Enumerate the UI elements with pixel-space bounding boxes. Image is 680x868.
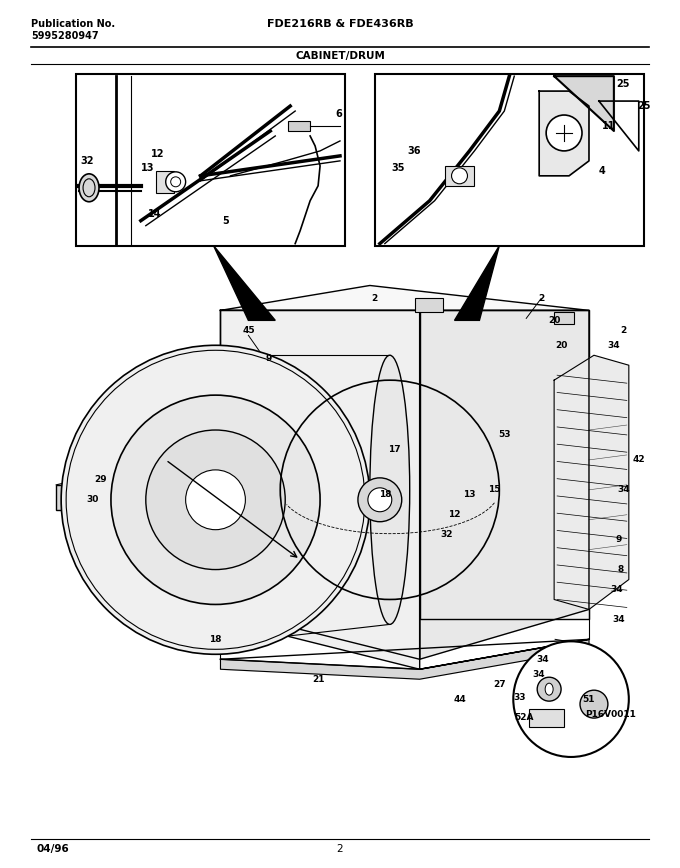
Polygon shape bbox=[420, 311, 589, 660]
Text: FDE216RB & FDE436RB: FDE216RB & FDE436RB bbox=[267, 19, 413, 30]
Circle shape bbox=[61, 345, 370, 654]
Polygon shape bbox=[220, 640, 589, 680]
Text: 25: 25 bbox=[616, 79, 630, 89]
Text: 2: 2 bbox=[538, 294, 544, 303]
Text: 13: 13 bbox=[141, 163, 154, 173]
Circle shape bbox=[146, 430, 285, 569]
Circle shape bbox=[580, 690, 608, 718]
Text: 21: 21 bbox=[312, 674, 324, 684]
Polygon shape bbox=[554, 76, 614, 131]
Circle shape bbox=[368, 488, 392, 512]
Text: 25: 25 bbox=[636, 101, 650, 111]
Text: 8: 8 bbox=[617, 565, 624, 574]
Text: 42: 42 bbox=[632, 456, 645, 464]
Text: 17: 17 bbox=[388, 445, 401, 455]
Text: 30: 30 bbox=[87, 496, 99, 504]
Text: 2: 2 bbox=[372, 294, 378, 303]
Text: 04/96: 04/96 bbox=[36, 844, 69, 854]
Polygon shape bbox=[554, 355, 629, 609]
Text: 12: 12 bbox=[448, 510, 461, 519]
Bar bbox=[529, 709, 564, 727]
Circle shape bbox=[111, 395, 320, 604]
Circle shape bbox=[537, 677, 561, 701]
Text: 52A: 52A bbox=[515, 713, 534, 721]
Text: 53: 53 bbox=[498, 431, 511, 439]
Circle shape bbox=[166, 172, 186, 192]
Text: 34: 34 bbox=[611, 585, 623, 594]
Circle shape bbox=[546, 115, 582, 151]
Bar bbox=[56, 485, 171, 510]
Polygon shape bbox=[220, 311, 420, 669]
Text: 13: 13 bbox=[463, 490, 476, 499]
Text: 34: 34 bbox=[613, 615, 625, 624]
Text: 9: 9 bbox=[265, 354, 271, 363]
Bar bbox=[445, 166, 475, 186]
Circle shape bbox=[171, 177, 181, 187]
Text: 2: 2 bbox=[621, 326, 627, 335]
Text: 32: 32 bbox=[441, 530, 453, 539]
Bar bbox=[415, 299, 443, 312]
Text: 29: 29 bbox=[95, 476, 107, 484]
Text: Publication No.: Publication No. bbox=[31, 19, 116, 30]
Text: 15: 15 bbox=[488, 485, 500, 494]
Bar bbox=[288, 121, 310, 131]
Ellipse shape bbox=[370, 355, 410, 624]
Text: 45: 45 bbox=[242, 326, 255, 335]
Text: 18: 18 bbox=[379, 490, 391, 499]
Text: 34: 34 bbox=[607, 341, 620, 350]
Text: 36: 36 bbox=[408, 146, 421, 156]
Text: 20: 20 bbox=[555, 341, 567, 350]
Text: 11: 11 bbox=[602, 121, 615, 131]
Ellipse shape bbox=[79, 174, 99, 201]
Bar bbox=[156, 171, 173, 193]
Text: 5: 5 bbox=[222, 216, 229, 226]
Text: 44: 44 bbox=[453, 694, 466, 704]
Circle shape bbox=[186, 470, 245, 529]
Text: 33: 33 bbox=[513, 693, 526, 701]
Bar bbox=[76, 74, 345, 246]
Circle shape bbox=[358, 478, 402, 522]
Text: 34: 34 bbox=[617, 485, 630, 494]
Text: P16V0011: P16V0011 bbox=[585, 710, 636, 719]
Text: 14: 14 bbox=[148, 208, 161, 219]
Polygon shape bbox=[539, 91, 589, 176]
Text: 2: 2 bbox=[337, 844, 343, 854]
Text: 18: 18 bbox=[209, 635, 222, 644]
Bar bbox=[554, 312, 574, 325]
Text: 12: 12 bbox=[151, 149, 165, 159]
Text: 5995280947: 5995280947 bbox=[31, 31, 99, 42]
Text: 27: 27 bbox=[493, 680, 506, 688]
Polygon shape bbox=[420, 311, 589, 620]
Text: 34: 34 bbox=[533, 670, 545, 679]
Text: 35: 35 bbox=[392, 163, 405, 173]
Polygon shape bbox=[220, 311, 420, 660]
Text: CABINET/DRUM: CABINET/DRUM bbox=[295, 51, 385, 62]
Bar bbox=[375, 74, 644, 246]
Circle shape bbox=[513, 641, 629, 757]
Ellipse shape bbox=[545, 683, 553, 695]
Text: 6: 6 bbox=[335, 109, 342, 119]
Circle shape bbox=[452, 168, 467, 184]
Text: 9: 9 bbox=[615, 536, 622, 544]
Text: 32: 32 bbox=[80, 156, 94, 166]
Text: 4: 4 bbox=[599, 166, 606, 176]
Polygon shape bbox=[454, 246, 499, 320]
Polygon shape bbox=[220, 286, 589, 311]
Polygon shape bbox=[214, 246, 275, 320]
Text: 20: 20 bbox=[548, 316, 560, 325]
Text: 51: 51 bbox=[583, 694, 595, 704]
Text: 34: 34 bbox=[537, 654, 549, 664]
